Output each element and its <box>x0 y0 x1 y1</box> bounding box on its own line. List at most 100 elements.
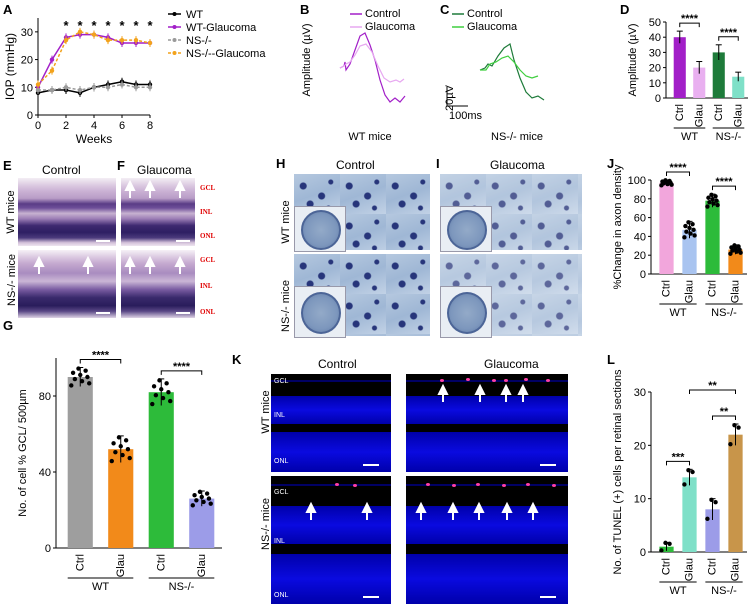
y-tick-label: 0 <box>655 93 661 105</box>
data-point <box>119 37 125 43</box>
data-point <box>118 444 123 449</box>
arrow-icon <box>33 255 45 267</box>
waveform-glaucoma-wt <box>339 43 405 83</box>
significance-marker: *** <box>672 451 686 463</box>
histology-arrows <box>33 179 186 274</box>
legend-control-c: Control <box>467 8 502 20</box>
bar <box>108 449 134 548</box>
histology-title-glaucoma: Glaucoma <box>137 163 192 177</box>
legend-label: NS-/--Glaucoma <box>186 48 266 60</box>
significance-bracket <box>666 171 690 176</box>
x-tick-label: Ctrl <box>661 280 673 297</box>
data-point <box>168 398 173 404</box>
panel-label-e: E <box>3 158 12 173</box>
legend-control-b: Control <box>365 8 400 20</box>
panel-label-f: F <box>117 158 125 173</box>
data-point <box>105 37 111 43</box>
y-tick-label: 30 <box>634 387 646 399</box>
panel-label-g: G <box>3 318 14 333</box>
data-point <box>77 29 83 35</box>
data-point <box>687 225 692 231</box>
waveform-control-wt <box>339 32 406 103</box>
data-point <box>63 37 69 43</box>
arrow-icon <box>174 255 186 267</box>
y-tick-label: 20 <box>21 55 33 67</box>
panel-label-k: K <box>232 352 242 367</box>
data-point <box>153 392 159 398</box>
x-tick-label: 2 <box>63 120 69 132</box>
y-tick-label: 100 <box>628 175 646 187</box>
layer-gcl-label: GCL <box>200 256 216 264</box>
data-point <box>133 85 139 90</box>
data-point <box>208 501 213 506</box>
data-point <box>734 249 739 254</box>
waveform-control-ns <box>479 43 545 101</box>
panel-label-l: L <box>607 352 615 367</box>
data-point <box>49 57 55 62</box>
data-point <box>105 85 111 90</box>
bar <box>693 67 706 98</box>
data-point <box>113 449 118 455</box>
data-point <box>684 229 689 234</box>
significance-bracket <box>666 460 690 466</box>
bar <box>705 200 720 274</box>
data-point <box>194 498 199 503</box>
data-point <box>77 87 83 93</box>
data-point <box>715 202 720 208</box>
arrow-icon <box>415 501 427 513</box>
tunel-layer-gcl: GCL <box>274 489 289 496</box>
x-tick-label: Glau <box>115 554 127 577</box>
waveform-glaucoma-ns <box>480 55 539 79</box>
x-tick-label: Ctrl <box>155 554 167 571</box>
bar <box>728 249 743 274</box>
data-point <box>682 482 687 487</box>
tunel-title-glaucoma: Glaucoma <box>484 357 539 371</box>
data-point <box>111 441 116 446</box>
tunel-arrows <box>305 383 539 520</box>
bar <box>682 229 697 274</box>
significance-marker: * <box>63 18 69 33</box>
data-point <box>736 425 741 430</box>
data-point <box>133 37 139 43</box>
series-line <box>37 31 151 86</box>
panel-label-h: H <box>276 156 286 171</box>
x-tick-label: Glau <box>730 558 742 581</box>
data-point <box>147 40 153 46</box>
y-tick-label: 60 <box>634 213 646 225</box>
layer-inl-label: INL <box>200 282 213 290</box>
series-line <box>37 33 150 88</box>
bar <box>148 392 174 548</box>
histology-e-wt <box>18 178 116 246</box>
x-tick-label: Glau <box>684 558 696 581</box>
data-point <box>707 199 712 205</box>
data-point <box>197 489 203 495</box>
panel-label-b: B <box>300 2 310 17</box>
y-tick-label: 20 <box>649 63 661 75</box>
y-tick-label: 30 <box>649 47 661 59</box>
data-point <box>667 541 672 547</box>
scalebar <box>363 464 379 466</box>
significance-marker: * <box>105 18 111 33</box>
significance-marker: **** <box>720 27 738 39</box>
x-axis-label: Weeks <box>76 132 112 146</box>
data-point <box>663 540 668 546</box>
legend-marker <box>172 38 177 42</box>
significance-bracket <box>712 185 736 191</box>
data-point <box>201 499 206 505</box>
x-tick-label: 0 <box>35 120 41 132</box>
significance-marker: **** <box>173 361 191 373</box>
legend-label: WT-Glaucoma <box>186 22 257 34</box>
y-tick-label: 0 <box>27 110 33 122</box>
y-tick-label: 0 <box>640 269 646 281</box>
data-point <box>63 85 69 90</box>
significance-marker: * <box>147 18 153 33</box>
data-point <box>686 220 691 225</box>
data-point <box>709 497 714 503</box>
arrow-icon <box>527 501 539 513</box>
x-tick-label: Ctrl <box>74 554 86 571</box>
tunel-bar-chart: 0 10 20 30 No. of TUNEL (+) cells per retina… <box>612 369 747 597</box>
y-tick-label: 80 <box>39 391 51 403</box>
x-tick-label: Ctrl <box>661 558 673 575</box>
data-point <box>79 379 85 384</box>
data-point <box>35 82 41 87</box>
